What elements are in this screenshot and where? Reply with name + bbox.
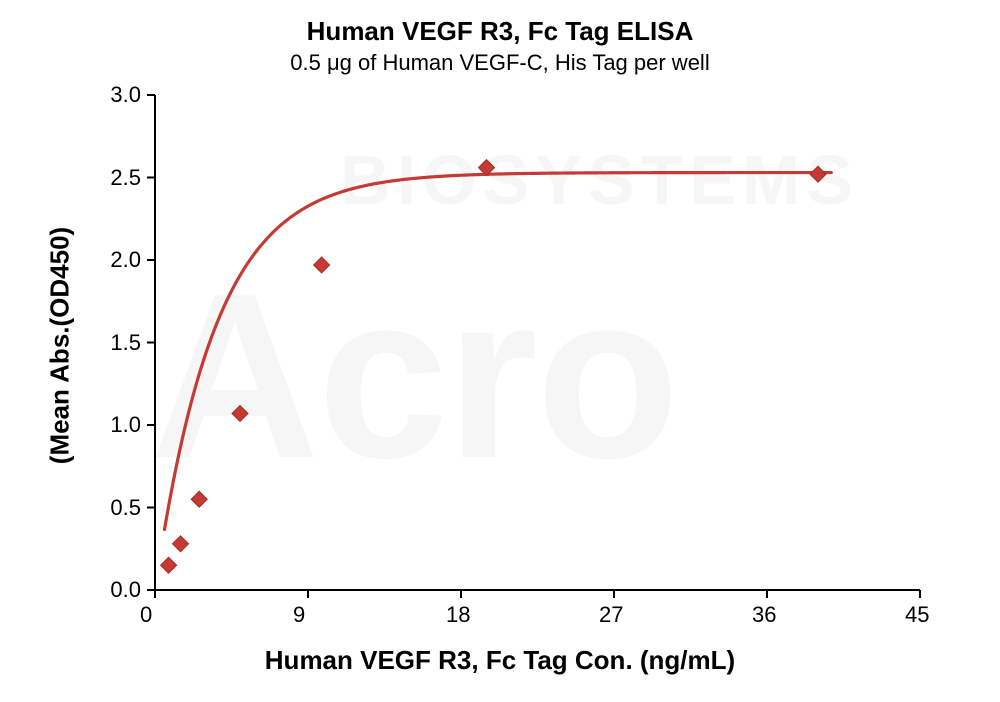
plot-svg [0,0,1000,702]
y-tick-label: 1.0 [110,412,141,438]
y-tick-label: 2.0 [110,247,141,273]
y-tick-label: 1.5 [110,330,141,356]
x-tick-label: 9 [293,602,305,628]
x-tick-label: 36 [752,602,776,628]
y-tick-label: 0.5 [110,495,141,521]
elisa-chart: Acro BIOSYSTEMS Human VEGF R3, Fc Tag EL… [0,0,1000,702]
x-tick-label: 0 [140,602,152,628]
y-tick-label: 0.0 [110,577,141,603]
x-tick-label: 27 [599,602,623,628]
x-tick-label: 45 [905,602,929,628]
y-tick-label: 3.0 [110,82,141,108]
y-tick-label: 2.5 [110,165,141,191]
x-tick-label: 18 [446,602,470,628]
